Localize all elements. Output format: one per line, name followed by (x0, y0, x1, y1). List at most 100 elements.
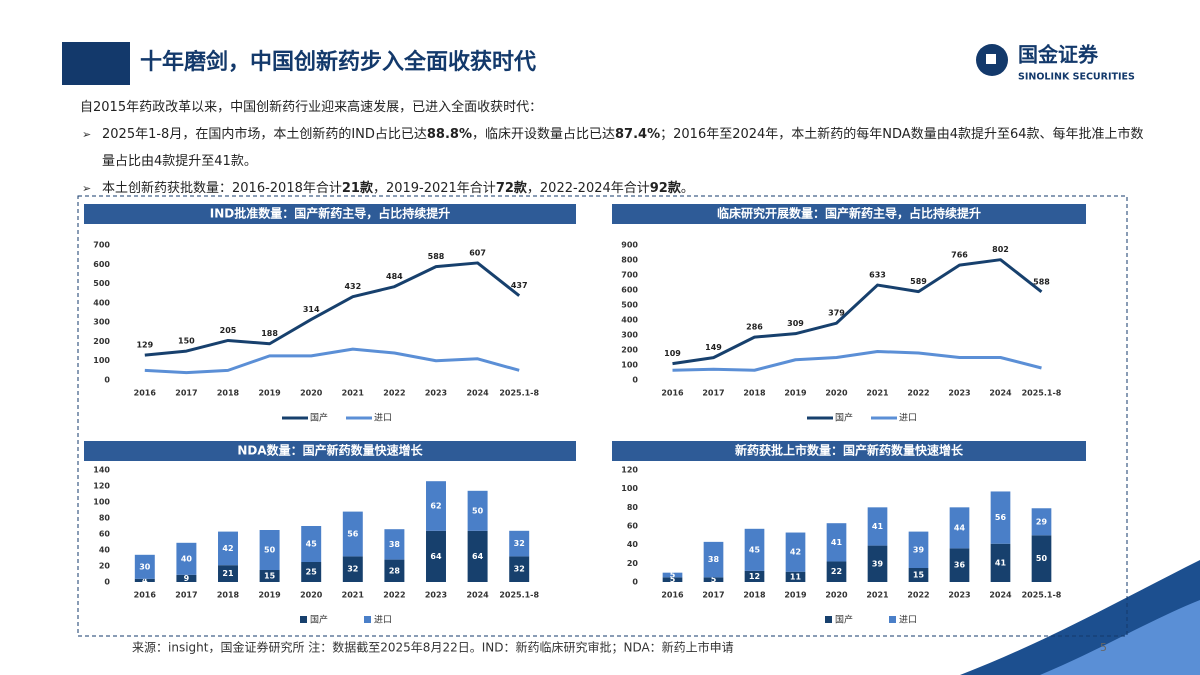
line (144, 347, 520, 375)
data-label: 129 (136, 341, 153, 350)
y-tick-label: 200 (93, 337, 110, 346)
bar (467, 490, 488, 531)
x-tick-label: 2021 (342, 591, 365, 600)
bullet-text: 88.8% (426, 127, 472, 142)
y-tick-label: 500 (621, 301, 638, 310)
x-tick-label: 2023 (425, 591, 447, 600)
page-number: 5 (1100, 641, 1107, 654)
data-label: 633 (869, 271, 886, 280)
x-tick-label: 2017 (702, 389, 724, 398)
x-tick-label: 2022 (907, 591, 929, 600)
y-tick-label: 80 (627, 503, 639, 512)
line (672, 258, 1043, 366)
bar (467, 530, 488, 582)
bullet-text: ，2022-2024年合计 (526, 181, 650, 196)
x-tick-label: 2016 (134, 591, 157, 600)
bullet-text: 87.4% (615, 127, 661, 142)
data-label: 39 (913, 545, 925, 554)
bar (426, 481, 446, 531)
y-tick-label: 100 (93, 356, 110, 365)
y-tick-label: 600 (621, 286, 638, 295)
data-label: 149 (705, 343, 722, 352)
x-tick-label: 2022 (907, 389, 929, 398)
data-label: 56 (347, 530, 359, 539)
y-tick-label: 140 (93, 466, 110, 475)
data-label: 40 (181, 554, 193, 563)
data-label: 9 (184, 574, 190, 583)
x-tick-label: 2021 (342, 389, 365, 398)
data-label: 205 (220, 326, 237, 335)
chart-title: 新药获批上市数量：国产新药数量快速增长 (735, 443, 964, 458)
y-tick-label: 100 (621, 484, 638, 493)
data-label: 45 (749, 545, 761, 554)
bar (176, 542, 197, 575)
x-tick-label: 2016 (661, 591, 684, 600)
chart-title-bar (84, 441, 576, 461)
x-tick-label: 2024 (989, 389, 1012, 398)
data-label: 12 (749, 572, 760, 581)
y-tick-label: 300 (621, 331, 638, 340)
data-label: 50 (472, 506, 484, 515)
bar (785, 571, 806, 582)
legend-label: 国产 (310, 614, 328, 626)
x-tick-label: 2017 (175, 389, 197, 398)
data-label: 64 (430, 552, 442, 561)
bar (509, 556, 530, 582)
y-tick-label: 20 (627, 559, 639, 568)
data-label: 45 (306, 540, 318, 549)
x-tick-label: 2020 (300, 591, 323, 600)
logo-text: 国金证券 (1018, 43, 1099, 67)
legend-label: 国产 (835, 412, 853, 424)
x-tick-label: 2024 (989, 591, 1012, 600)
data-label: 379 (828, 309, 845, 318)
data-label: 314 (303, 305, 320, 314)
bar (826, 561, 847, 582)
bullet-text: 2025年1-8月，在国内市场，本土创新药的IND占比已达 (102, 127, 427, 142)
y-tick-label: 120 (621, 466, 638, 475)
data-label: 28 (389, 566, 401, 575)
x-tick-label: 2020 (300, 389, 323, 398)
data-label: 15 (264, 572, 276, 581)
x-tick-label: 2016 (661, 389, 684, 398)
data-label: 38 (389, 540, 401, 549)
data-label: 15 (913, 571, 925, 580)
y-tick-label: 0 (632, 376, 638, 385)
data-label: 437 (511, 281, 528, 290)
bar (785, 532, 806, 572)
legend-label: 进口 (374, 615, 392, 626)
x-tick-label: 2018 (743, 389, 766, 398)
data-label: 29 (1036, 517, 1048, 526)
data-label: 41 (831, 538, 843, 547)
data-label: 22 (831, 567, 842, 576)
legend-label: 国产 (310, 412, 328, 424)
legend-swatch (364, 616, 371, 623)
bullet: 本土创新药获批数量：2016-2018年合计21款，2019-2021年合计72… (80, 175, 1150, 202)
legend-label: 进口 (374, 413, 392, 424)
data-label: 62 (430, 502, 441, 511)
bar (662, 577, 683, 582)
chart-title-bar (612, 441, 1086, 461)
chart-title-bar (84, 204, 576, 224)
bar (176, 574, 197, 582)
data-label: 802 (992, 245, 1009, 254)
data-label: 607 (469, 248, 486, 257)
x-tick-label: 2016 (134, 389, 157, 398)
data-label: 41 (872, 522, 884, 531)
y-tick-label: 400 (93, 298, 110, 307)
legend-swatch (825, 616, 832, 623)
bar (259, 570, 280, 582)
legend-label: 进口 (899, 615, 917, 626)
chart-frame (77, 195, 1128, 637)
y-tick-label: 0 (632, 578, 638, 587)
bar (134, 578, 155, 582)
x-tick-label: 2025.1-8 (499, 389, 539, 398)
data-label: 64 (472, 552, 484, 561)
bar (744, 570, 765, 582)
x-tick-label: 2020 (825, 591, 848, 600)
logo-mark (986, 54, 996, 64)
x-tick-label: 2018 (217, 591, 240, 600)
data-label: 42 (222, 544, 233, 553)
data-label: 5 (670, 575, 676, 584)
y-tick-label: 700 (93, 241, 110, 250)
